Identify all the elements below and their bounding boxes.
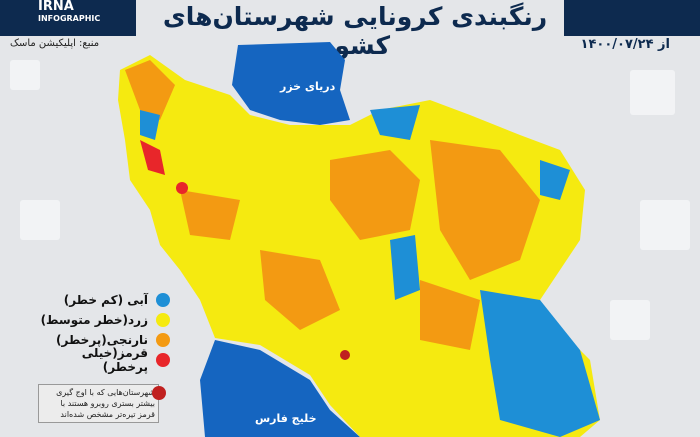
bg-square <box>20 200 60 240</box>
logo-text: IRNA <box>38 0 74 14</box>
bg-square <box>610 300 650 340</box>
region-red <box>140 140 165 175</box>
persian-gulf <box>200 340 360 437</box>
region-orange <box>330 150 420 240</box>
logo-sub: INFOGRAPHIC <box>38 14 101 23</box>
red-dot-icon <box>156 353 170 367</box>
orange-dot-icon <box>156 333 170 347</box>
legend-label: قرمز(خیلی پرخطر) <box>81 346 148 374</box>
legend-label: آبی (کم خطر) <box>63 293 148 307</box>
region-red <box>340 350 350 360</box>
page-title: رنگبندی کرونایی شهرستان‌های کشور <box>162 2 548 60</box>
region-orange <box>260 250 340 330</box>
bg-square <box>640 200 690 250</box>
caspian-sea <box>232 42 350 125</box>
legend-item-orange: نارنجی(پرخطر) <box>40 330 170 350</box>
region-blue <box>540 160 570 200</box>
region-blue <box>480 290 600 437</box>
legend-label: زرد(خطر متوسط) <box>40 313 148 327</box>
region-orange <box>420 280 480 350</box>
logo-panel <box>0 0 136 36</box>
date-text: از ۱۴۰۰/۰۷/۲۴ <box>580 37 670 52</box>
legend-item-red: قرمز(خیلی پرخطر) <box>40 346 170 374</box>
legend-note: شهرستان‌هایی که با اوج گیری بیشتر بستری … <box>38 384 159 423</box>
legend: آبی (کم خطر) زرد(خطر متوسط) نارنجی(پرخطر… <box>40 290 170 374</box>
header-panel-right <box>564 0 700 36</box>
region-orange <box>180 190 240 240</box>
dark-red-dot-icon <box>152 386 166 400</box>
region-red <box>176 182 188 194</box>
region-blue <box>140 110 160 140</box>
yellow-dot-icon <box>156 313 170 327</box>
region-blue <box>370 105 420 140</box>
caspian-label: دریای خزر <box>280 80 336 93</box>
legend-item-blue: آبی (کم خطر) <box>40 290 170 310</box>
bg-square <box>10 60 40 90</box>
blue-dot-icon <box>156 293 170 307</box>
region-orange <box>125 60 175 120</box>
region-blue <box>390 235 420 300</box>
source-text: منبع: اپلیکیشن ماسک <box>10 38 100 49</box>
region-orange <box>430 140 540 280</box>
legend-label: نارنجی(پرخطر) <box>56 333 148 347</box>
gulf-label: خلیج فارس <box>255 412 317 425</box>
bg-square <box>630 70 675 115</box>
legend-item-yellow: زرد(خطر متوسط) <box>40 310 170 330</box>
irna-logo: IRNA INFOGRAPHIC <box>38 0 100 23</box>
